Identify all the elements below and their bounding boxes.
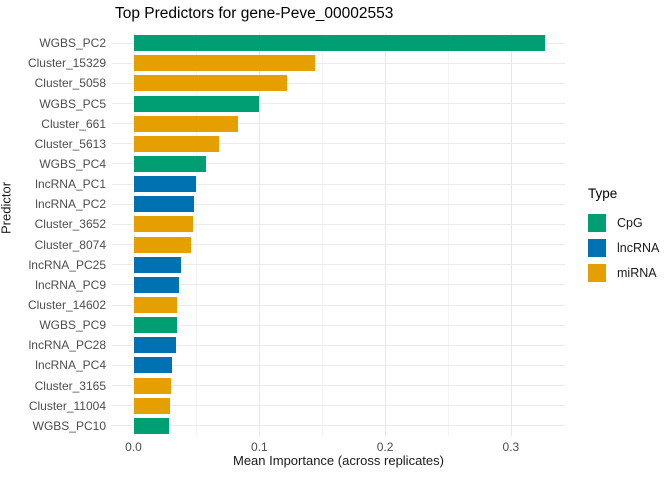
y-gridline <box>112 244 565 246</box>
y-tick-label: lncRNA_PC9 <box>35 277 106 292</box>
y-gridline <box>112 405 565 407</box>
bar <box>133 236 192 253</box>
y-gridline <box>112 223 565 225</box>
y-tick-label: Cluster_5058 <box>34 76 106 91</box>
bar <box>133 276 179 293</box>
y-tick-label: Cluster_8074 <box>34 237 106 252</box>
bar <box>133 95 260 112</box>
bar <box>133 196 194 213</box>
bar <box>133 176 197 193</box>
y-tick-label: Cluster_15329 <box>27 56 106 71</box>
legend-entry: CpG <box>588 210 659 235</box>
x-major-gridline <box>510 33 512 436</box>
legend-swatch <box>588 213 606 232</box>
y-gridline <box>112 203 565 205</box>
y-gridline <box>112 103 565 105</box>
x-minor-gridline <box>196 33 198 436</box>
legend-label: miRNA <box>617 265 657 280</box>
plot-panel <box>112 33 565 436</box>
bar <box>133 256 182 273</box>
bar <box>133 75 287 92</box>
y-gridline <box>112 364 565 366</box>
y-gridline <box>112 82 565 84</box>
bar <box>133 135 220 152</box>
legend-title: Type <box>588 186 618 201</box>
legend-entries: CpG lncRNA miRNA <box>588 210 659 285</box>
y-tick-label: Cluster_3165 <box>34 378 106 393</box>
bar <box>133 55 315 72</box>
bar <box>133 155 207 172</box>
y-gridline <box>112 304 565 306</box>
y-gridline <box>112 143 565 145</box>
bar <box>133 377 171 394</box>
y-gridline <box>112 324 565 326</box>
x-minor-gridline <box>322 33 324 436</box>
x-minor-gridline <box>448 33 449 436</box>
y-tick-label: WGBS_PC9 <box>39 318 106 333</box>
bar <box>133 216 193 233</box>
y-tick-label: lncRNA_PC1 <box>35 177 106 192</box>
bar <box>133 317 178 334</box>
legend-entry: miRNA <box>588 260 659 285</box>
bar <box>133 357 172 374</box>
x-tick-label: 0.3 <box>502 440 520 454</box>
x-axis-title: Mean Importance (across replicates) <box>233 453 444 468</box>
y-tick-label: lncRNA_PC28 <box>28 338 106 353</box>
y-gridline <box>112 264 565 266</box>
y-tick-label: WGBS_PC10 <box>32 418 106 433</box>
bar <box>133 397 170 414</box>
x-tick-label: 0.1 <box>250 440 268 454</box>
y-tick-label: WGBS_PC2 <box>39 36 106 51</box>
y-tick-label: WGBS_PC4 <box>39 156 106 171</box>
y-tick-label: Cluster_14602 <box>27 298 106 313</box>
y-tick-label: lncRNA_PC2 <box>35 197 106 212</box>
y-gridline <box>112 183 565 185</box>
legend-swatch <box>588 263 606 282</box>
y-tick-label: WGBS_PC5 <box>39 96 106 111</box>
legend-swatch <box>588 238 606 257</box>
y-gridline <box>112 284 565 286</box>
y-gridline <box>112 425 565 427</box>
legend: Type CpG lncRNA miRNA <box>588 186 659 285</box>
y-gridline <box>112 123 565 125</box>
y-gridline <box>112 385 565 387</box>
y-tick-label: Cluster_11004 <box>28 398 106 413</box>
x-major-gridline <box>385 33 387 436</box>
y-gridline <box>112 344 565 346</box>
y-tick-label: Cluster_3652 <box>34 217 106 232</box>
x-tick-label: 0.2 <box>376 440 394 454</box>
bar <box>133 115 238 132</box>
y-gridline <box>112 163 565 165</box>
bar <box>133 35 545 52</box>
x-tick-label: 0.0 <box>125 440 142 454</box>
y-tick-label: lncRNA_PC4 <box>35 358 106 373</box>
legend-label: lncRNA <box>617 240 660 255</box>
legend-label: CpG <box>617 215 643 230</box>
bar <box>133 297 178 314</box>
legend-entry: lncRNA <box>588 235 659 260</box>
x-major-gridline <box>133 33 135 436</box>
y-tick-label: Cluster_5613 <box>34 136 106 151</box>
x-major-gridline <box>259 33 261 436</box>
bar <box>133 417 170 434</box>
chart-title: Top Predictors for gene-Peve_00002553 <box>115 5 394 22</box>
y-gridline <box>112 62 565 64</box>
y-tick-label: Cluster_661 <box>41 116 106 131</box>
bar <box>133 337 177 354</box>
y-tick-label: lncRNA_PC25 <box>28 257 106 272</box>
